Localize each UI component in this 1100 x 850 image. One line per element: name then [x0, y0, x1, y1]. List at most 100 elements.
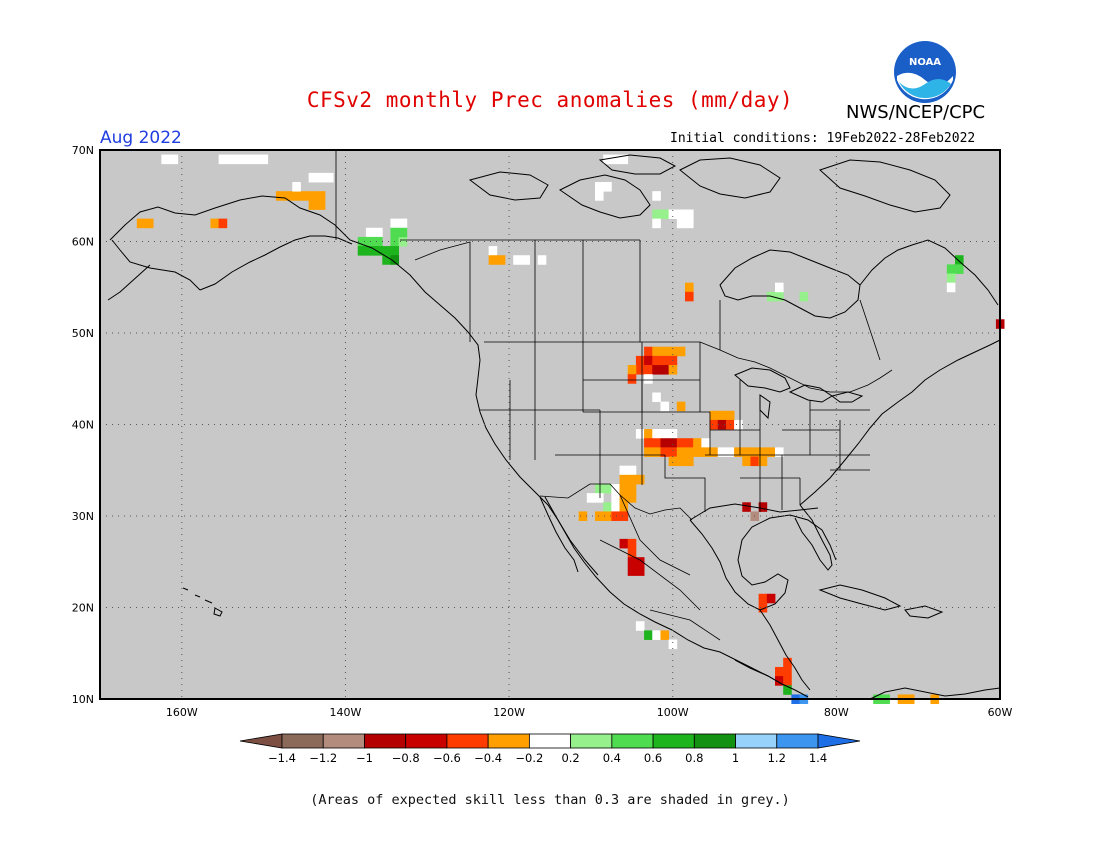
anomaly-cell [644, 438, 653, 448]
anomaly-cell [660, 429, 670, 439]
anomaly-cell [488, 246, 498, 256]
anomaly-cell [693, 447, 702, 457]
anomaly-cell [709, 447, 719, 457]
anomaly-cell [627, 483, 637, 494]
colorbar-swatch [528, 733, 572, 749]
anomaly-cell [660, 355, 670, 366]
anomaly-cell [398, 218, 408, 229]
colorbar-right-arrow [817, 733, 861, 749]
anomaly-cell [668, 365, 678, 375]
anomaly-cell [742, 456, 751, 467]
anomaly-cell [308, 200, 318, 210]
map-title: CFSv2 monthly Prec anomalies (mm/day) [306, 88, 794, 112]
longitude-label: 120W [493, 706, 525, 719]
colorbar-left-arrow [239, 733, 283, 749]
anomaly-cell [783, 685, 792, 695]
colorbar-label: −0.8 [392, 751, 420, 765]
anomaly-cell [374, 236, 383, 247]
anomaly-cell [799, 291, 809, 302]
colorbar-label: 0.8 [685, 751, 703, 765]
anomaly-cell [243, 154, 252, 165]
longitude-label: 140W [330, 706, 362, 719]
anomaly-cell [619, 538, 629, 549]
anomaly-cell [660, 630, 670, 640]
latitude-label: 10N [72, 693, 94, 706]
colorbar [239, 733, 861, 749]
coastlines [107, 154, 1001, 700]
anomaly-cell [668, 429, 678, 439]
anomaly-cell [766, 593, 776, 604]
anomaly-cell [578, 511, 588, 521]
anomaly-cell [603, 511, 612, 521]
anomaly-cell [521, 255, 530, 265]
anomaly-cell [775, 447, 784, 457]
anomaly-cell [775, 676, 784, 686]
anomaly-cell [226, 154, 236, 165]
colorbar-swatch [405, 733, 448, 749]
anomaly-cell [644, 346, 653, 357]
anomaly-cell [758, 593, 768, 604]
anomaly-cell [488, 255, 498, 265]
anomaly-cell [611, 154, 620, 165]
anomaly-cell [627, 538, 637, 549]
anomaly-cell [775, 282, 784, 293]
anomaly-cell [308, 191, 318, 201]
anomaly-cell [627, 548, 637, 558]
anomaly-cell [734, 447, 743, 457]
anomaly-cell [251, 154, 260, 165]
anomaly-cell [676, 218, 686, 229]
anomaly-cell [496, 255, 506, 265]
anomaly-cell [308, 172, 318, 183]
anomaly-cell [218, 154, 228, 165]
anomaly-cell [709, 419, 719, 430]
anomaly-cell [652, 191, 661, 201]
anomaly-cell [145, 218, 154, 229]
anomaly-cell [619, 154, 629, 165]
anomaly-cell [742, 502, 751, 512]
anomaly-cell [513, 255, 522, 265]
colorbar-swatch [322, 733, 365, 749]
anomaly-cell [316, 172, 326, 183]
anomaly-cell [701, 447, 710, 457]
anomaly-cell [635, 474, 645, 485]
anomaly-cell [668, 639, 678, 650]
colorbar-swatch [364, 733, 407, 749]
anomaly-cell [627, 365, 637, 375]
political-borders [335, 150, 893, 641]
anomaly-cell [365, 246, 375, 256]
anomaly-cell [717, 447, 727, 457]
anomaly-cell [390, 255, 400, 265]
anomaly-cell [652, 447, 661, 457]
anomaly-cell [652, 392, 661, 403]
anomaly-cell [374, 246, 383, 256]
anomaly-cell [946, 264, 956, 274]
anomaly-cell [660, 346, 670, 357]
anomaly-cell [766, 447, 776, 457]
anomaly-cell [218, 218, 228, 229]
anomaly-cell [627, 374, 637, 384]
anomaly-cell [627, 566, 637, 576]
anomaly-cell [758, 456, 768, 467]
noaa-logo-text: NOAA [909, 57, 941, 68]
anomaly-cell [660, 401, 670, 412]
anomaly-cell [537, 255, 547, 265]
longitude-label: 100W [657, 706, 689, 719]
anomaly-cell [210, 218, 220, 229]
longitude-label: 80W [824, 706, 849, 719]
colorbar-label: −1.4 [268, 751, 296, 765]
anomaly-cell [652, 630, 661, 640]
longitude-label: 60W [988, 706, 1013, 719]
anomaly-cell [611, 511, 620, 521]
anomaly-cell [946, 273, 956, 284]
forecast-month: Aug 2022 [100, 128, 182, 148]
anomaly-cell [398, 236, 408, 247]
anomaly-cell [619, 474, 629, 485]
latitude-label: 70N [72, 144, 94, 157]
colorbar-swatch [652, 733, 695, 749]
anomaly-cell [603, 502, 612, 512]
anomaly-cell [382, 246, 391, 256]
colorbar-swatch [735, 733, 778, 749]
anomaly-cell [627, 557, 637, 567]
colorbar-label: 1 [732, 751, 739, 765]
anomaly-cell [676, 346, 686, 357]
